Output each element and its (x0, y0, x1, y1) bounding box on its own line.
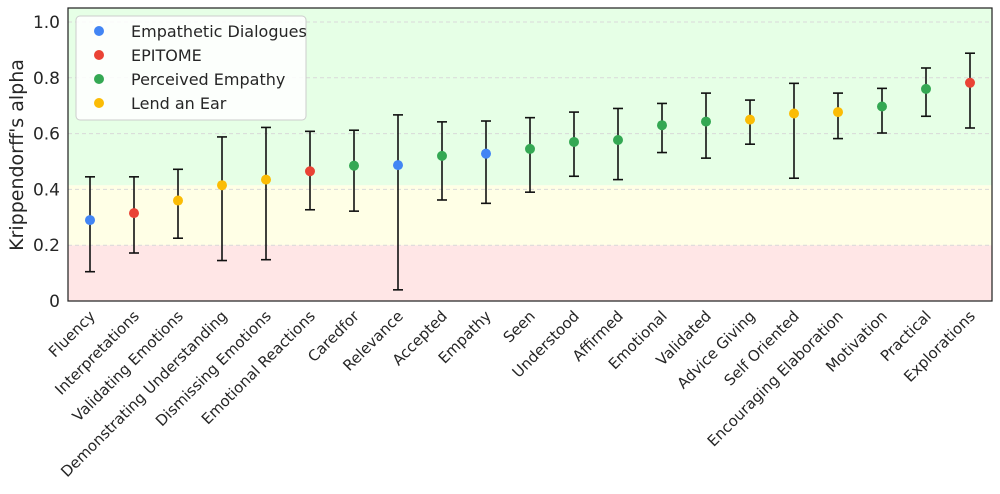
data-point (173, 195, 183, 206)
plot-frame (67, 7, 993, 302)
legend-marker (94, 74, 104, 84)
data-point (613, 134, 623, 145)
data-point (129, 208, 139, 219)
error-bar (393, 114, 403, 291)
data-point (833, 107, 843, 118)
y-tick-label: 0.2 (33, 236, 60, 256)
data-point (789, 108, 799, 119)
error-bar (437, 121, 447, 201)
y-tick-label: 0.6 (33, 125, 60, 145)
error-bar (261, 126, 271, 261)
error-bar (965, 52, 975, 129)
error-bar (525, 116, 535, 193)
legend: Empathetic Dialogues EPITOME Perceived Emp… (75, 15, 307, 121)
legend-item: Perceived Empathy (94, 70, 285, 89)
data-point (657, 120, 667, 131)
data-point (569, 136, 579, 147)
y-axis-title: Krippendorff's alpha (6, 59, 28, 251)
y-axis-ticks: 0 0.2 0.4 0.6 0.8 1.0 (33, 13, 60, 312)
data-point (745, 114, 755, 125)
legend-marker (94, 50, 104, 60)
data-point (481, 148, 491, 159)
legend-item: EPITOME (94, 46, 202, 65)
data-point (437, 150, 447, 161)
legend-marker (94, 26, 104, 36)
x-tick-label: Seen (500, 307, 539, 346)
data-point (261, 174, 271, 185)
band-0 (68, 245, 992, 301)
data-point (965, 77, 975, 88)
legend-label: Perceived Empathy (131, 70, 285, 89)
legend-label: Empathetic Dialogues (131, 22, 307, 41)
legend-marker (94, 98, 104, 108)
data-points (85, 77, 975, 226)
legend-label: Lend an Ear (131, 94, 227, 113)
data-point (393, 160, 403, 171)
data-point (525, 143, 535, 154)
y-tick-label: 1.0 (33, 13, 60, 33)
data-point (877, 101, 887, 112)
error-bar (481, 120, 491, 205)
error-bar (349, 129, 359, 212)
data-point (305, 166, 315, 177)
legend-item: Empathetic Dialogues (94, 22, 307, 41)
x-tick-label: Advice Giving (674, 307, 759, 392)
error-bar (789, 82, 799, 180)
error-bar (217, 136, 227, 262)
data-point (85, 215, 95, 226)
y-tick-label: 0.8 (33, 69, 60, 89)
legend-item: Lend an Ear (94, 94, 227, 113)
data-point (701, 116, 711, 127)
band-1 (68, 185, 992, 246)
y-tick-label: 0.4 (33, 180, 60, 200)
data-point (349, 160, 359, 171)
legend-box (75, 15, 307, 121)
data-point (921, 83, 931, 94)
legend-label: EPITOME (131, 46, 202, 65)
data-point (217, 180, 227, 191)
y-tick-label: 0 (49, 292, 60, 312)
